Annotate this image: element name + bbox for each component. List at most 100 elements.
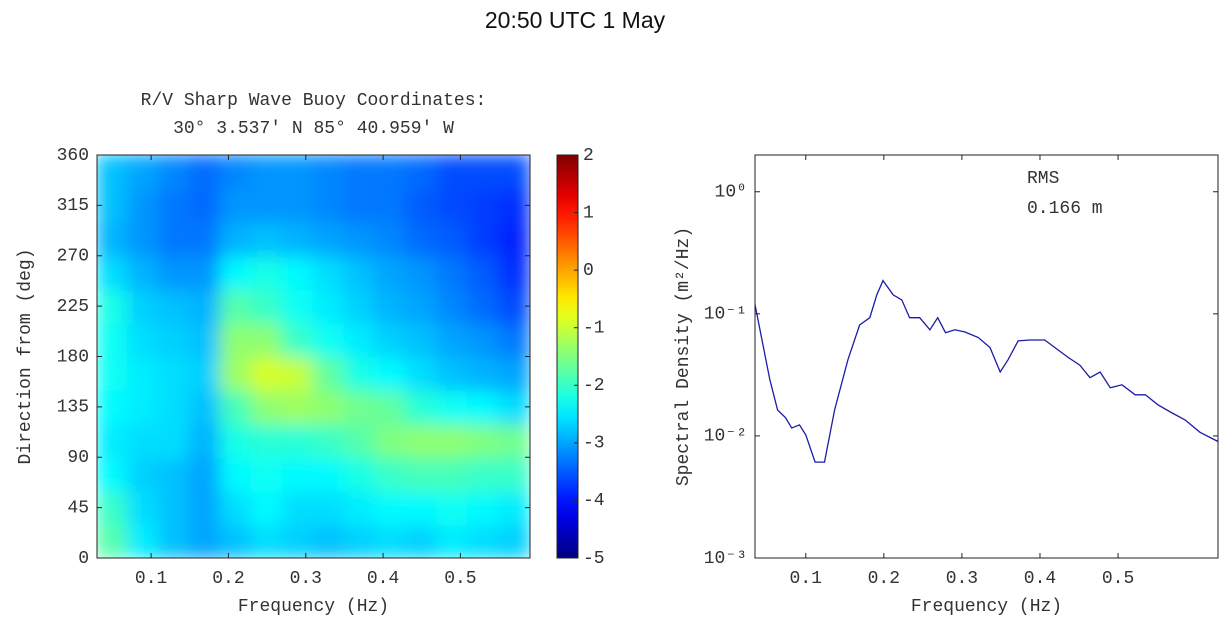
y-tick-label: 10⁻³ <box>704 549 747 569</box>
heatmap-cell <box>188 389 222 425</box>
heatmap-cell <box>219 187 253 224</box>
heatmap-cell <box>467 523 501 558</box>
heatmap-cell <box>219 355 253 392</box>
heatmap-cell <box>405 389 439 425</box>
heatmap-cell <box>343 254 377 291</box>
y-tick-label: 225 <box>57 297 89 317</box>
heatmap-cell <box>405 321 439 358</box>
heatmap-cell <box>374 489 408 526</box>
heatmap-cell <box>281 155 315 190</box>
x-tick-label: 0.1 <box>135 569 167 589</box>
heatmap-cell <box>97 523 129 558</box>
heatmap-cell <box>312 389 346 425</box>
y-tick-label: 135 <box>57 398 89 418</box>
heatmap-cell <box>250 355 284 392</box>
heatmap-cell <box>97 254 129 291</box>
heatmap-cell <box>498 389 530 425</box>
y-tick-label: 10⁰ <box>715 183 747 203</box>
colorbar-tick-label: 1 <box>583 203 594 223</box>
heatmap-cell <box>157 389 191 425</box>
heatmap-cell <box>219 523 253 558</box>
y-tick-label: 360 <box>57 146 89 166</box>
heatmap-cell <box>405 288 439 324</box>
heatmap-cell <box>498 155 530 190</box>
heatmap-cell <box>281 321 315 358</box>
x-tick-label: 0.4 <box>367 569 399 589</box>
y-tick-label: 10⁻² <box>704 427 747 447</box>
heatmap-cell <box>343 389 377 425</box>
heatmap-cell <box>405 254 439 291</box>
annotation: 0.166 m <box>1027 199 1103 219</box>
heatmap-cell <box>281 422 315 459</box>
heatmap-cell <box>126 187 160 224</box>
heatmap-cell <box>343 221 377 257</box>
annotation: RMS <box>1027 169 1059 189</box>
heatmap-cell <box>374 254 408 291</box>
heatmap-cell <box>374 456 408 492</box>
heatmap-cell <box>312 422 346 459</box>
heatmap-cell <box>405 422 439 459</box>
heatmap-cell <box>250 389 284 425</box>
heatmap-cell <box>188 456 222 492</box>
heatmap-cell <box>436 288 470 324</box>
heatmap-cell <box>312 456 346 492</box>
heatmap-cell <box>126 155 160 190</box>
heatmap-cell <box>157 523 191 558</box>
heatmap-cell <box>97 422 129 459</box>
y-axis-label: Direction from (deg) <box>16 248 36 464</box>
heatmap-cell <box>188 321 222 358</box>
y-tick-label: 270 <box>57 247 89 267</box>
heatmap-cell <box>374 155 408 190</box>
y-tick-label: 45 <box>67 498 89 518</box>
x-axis-label: Frequency (Hz) <box>238 597 389 617</box>
heatmap-cell <box>312 355 346 392</box>
heatmap-cell <box>281 523 315 558</box>
heatmap-cell <box>374 523 408 558</box>
heatmap-cell <box>436 321 470 358</box>
x-tick-label: 0.5 <box>1102 569 1134 589</box>
heatmap-cell <box>188 422 222 459</box>
y-tick-label: 315 <box>57 196 89 216</box>
heatmap-cell <box>312 523 346 558</box>
heatmap-cell <box>467 389 501 425</box>
heatmap-cell <box>498 321 530 358</box>
heatmap-cell <box>157 422 191 459</box>
heatmap-cell <box>343 456 377 492</box>
heatmap-cell <box>250 288 284 324</box>
heatmap-cell <box>157 489 191 526</box>
heatmap-cell <box>467 155 501 190</box>
colorbar-tick-label: -5 <box>583 549 605 569</box>
heatmap-cell <box>250 155 284 190</box>
heatmap-cell <box>97 155 129 190</box>
x-tick-label: 0.3 <box>290 569 322 589</box>
heatmap-cell <box>219 155 253 190</box>
heatmap-cell <box>498 288 530 324</box>
heatmap-cell <box>281 456 315 492</box>
heatmap-cell <box>281 288 315 324</box>
x-tick-label: 0.1 <box>790 569 822 589</box>
heatmap-cell <box>436 389 470 425</box>
heatmap-cell <box>374 221 408 257</box>
heatmap-cell <box>126 355 160 392</box>
heatmap-cell <box>436 489 470 526</box>
heatmap-cell <box>374 288 408 324</box>
page-title: 20:50 UTC 1 May <box>485 7 666 33</box>
heatmap-cell <box>188 288 222 324</box>
heatmap-cell <box>97 221 129 257</box>
heatmap-cell <box>467 221 501 257</box>
heatmap-cell <box>250 321 284 358</box>
heatmap-cell <box>219 489 253 526</box>
heatmap-cell <box>436 187 470 224</box>
heatmap-cell <box>374 355 408 392</box>
heatmap-cell <box>97 489 129 526</box>
heatmap-cell <box>157 355 191 392</box>
heatmap-cell <box>343 187 377 224</box>
heatmap-cell <box>343 422 377 459</box>
heatmap-cell <box>219 422 253 459</box>
heatmap-cell <box>188 489 222 526</box>
heatmap-cell <box>281 254 315 291</box>
heatmap-cell <box>343 321 377 358</box>
colorbar-tick-label: 2 <box>583 146 594 166</box>
x-tick-label: 0.2 <box>212 569 244 589</box>
